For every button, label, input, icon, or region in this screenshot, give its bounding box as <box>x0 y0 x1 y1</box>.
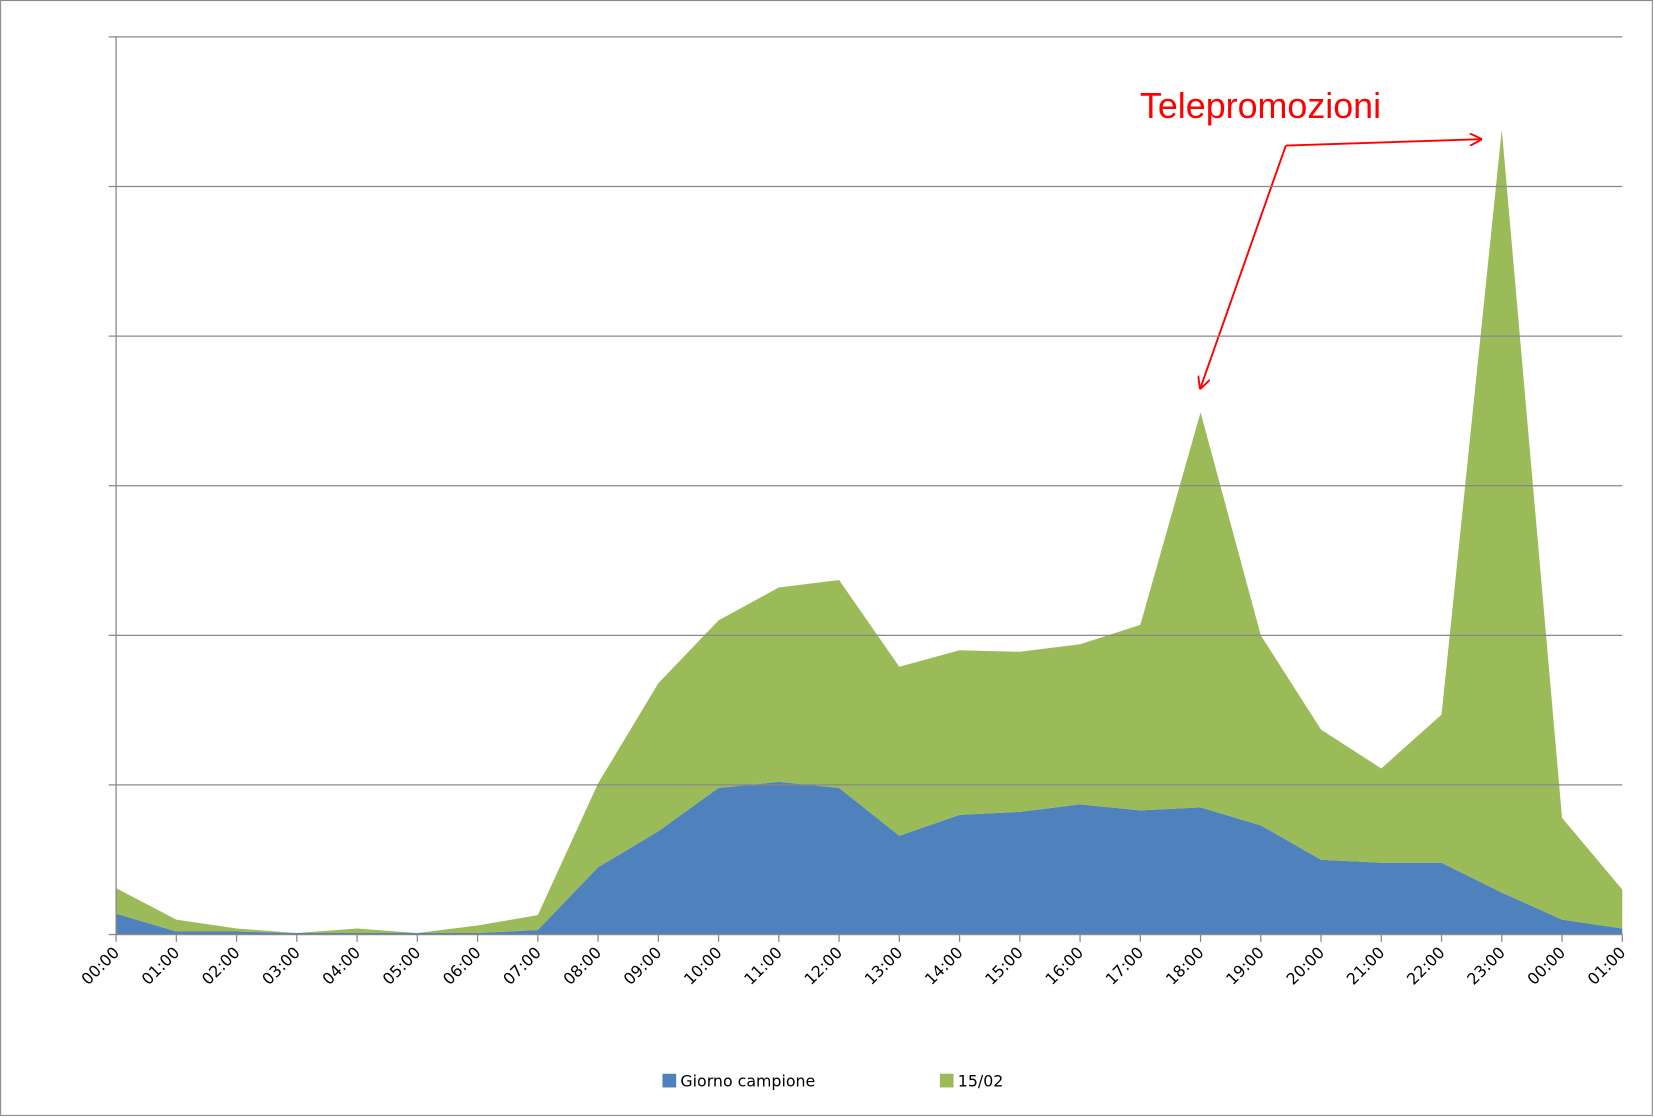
legend-label: Giorno campione <box>680 1071 815 1090</box>
annotation-arrow <box>1285 139 1481 147</box>
area <box>116 129 1623 934</box>
plot-area <box>116 129 1623 935</box>
legend-label: 15/02 <box>958 1071 1004 1090</box>
legend-swatch <box>662 1073 677 1088</box>
legend-swatch <box>939 1073 954 1088</box>
area <box>116 781 1623 935</box>
annotation: Telepromozioni <box>1140 86 1381 126</box>
